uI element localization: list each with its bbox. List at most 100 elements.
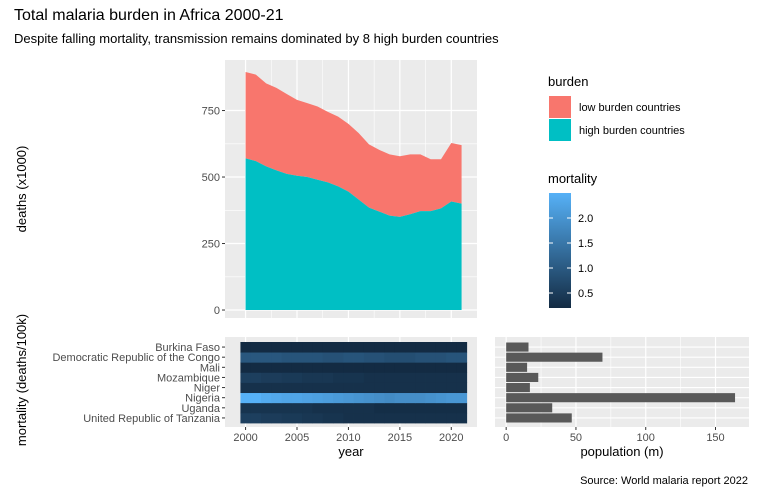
legend-title-burden: burden (548, 74, 588, 89)
heatmap-cell (271, 352, 282, 363)
heatmap-cell (363, 382, 375, 394)
bar-x-tick-label: 50 (570, 432, 582, 444)
heatmap-cell (405, 342, 416, 353)
heatmap-cell (456, 342, 468, 353)
heatmap-cell (374, 352, 385, 363)
heatmap-cell (261, 412, 272, 424)
heatmap-cell (435, 352, 447, 363)
heatmap-cell (302, 342, 313, 353)
heatmap-x-ticks: 2000 2005 2010 2015 2020 (233, 427, 464, 444)
heatmap-x-tick-label: 2015 (388, 432, 412, 444)
heatmap-cell (312, 342, 324, 353)
heatmap-y-axis-title: mortality (deaths/100k) (14, 314, 29, 446)
heatmap-cell (240, 342, 252, 353)
heatmap-cell (291, 372, 303, 383)
heatmap-cell (333, 392, 344, 404)
heatmap-cell (456, 392, 468, 404)
colorbar-label: 1.0 (578, 263, 593, 275)
heatmap-cell (446, 402, 457, 414)
bar-marks (506, 342, 736, 423)
heatmap-cell (291, 362, 303, 373)
heatmap-cell (384, 372, 396, 383)
heatmap-cell (384, 382, 396, 394)
heatmap-cell (261, 392, 272, 404)
heatmap-cell (281, 382, 293, 394)
heatmap-cell (302, 372, 313, 383)
heatmap-cell (312, 352, 324, 363)
heatmap-cell (302, 382, 313, 394)
heatmap-cell (281, 402, 293, 414)
heatmap-cell (261, 362, 272, 373)
bar-x-tick-label: 100 (637, 432, 655, 444)
heatmap-cell (374, 362, 385, 373)
heatmap-cell (322, 362, 334, 373)
heatmap-cell (302, 402, 313, 414)
colorbar-ticks: 0.5 1.0 1.5 2.0 (549, 213, 593, 300)
heatmap-cell (261, 402, 272, 414)
heatmap-x-tick-label: 2005 (285, 432, 309, 444)
area-y-ticks: 0 250 500 750 (202, 106, 225, 317)
legend-burden: low burden countries high burden countrie… (549, 96, 685, 141)
heatmap-cell (250, 372, 262, 383)
heatmap-cell (291, 412, 303, 424)
heatmap-cell (363, 402, 375, 414)
area-y-tick-label: 250 (202, 239, 220, 251)
heatmap-cell (435, 392, 447, 404)
colorbar-label: 0.5 (578, 288, 593, 300)
heatmap-cells (240, 342, 468, 424)
heatmap-cell (302, 392, 313, 404)
legend-title-mortality: mortality (548, 171, 598, 186)
heatmap-cell (333, 382, 344, 394)
heatmap-cell (312, 372, 324, 383)
heatmap-cell (261, 342, 272, 353)
area-y-tick-label: 500 (202, 172, 220, 184)
area-series-high-burden (245, 158, 462, 311)
heatmap-cell (322, 402, 334, 414)
heatmap-cell (333, 352, 344, 363)
heatmap-cell (425, 392, 437, 404)
heatmap-y-tick-label: United Republic of Tanzania (83, 413, 221, 425)
heatmap-cell (456, 362, 468, 373)
heatmap-cell (271, 392, 282, 404)
heatmap-cell (415, 362, 426, 373)
heatmap-cell (353, 342, 365, 353)
heatmap-y-tick-label: Uganda (181, 403, 220, 415)
heatmap-cell (343, 412, 354, 424)
heatmap-cell (415, 342, 426, 353)
heatmap-cell (425, 362, 437, 373)
heatmap-cell (281, 412, 293, 424)
heatmap-cell (394, 342, 406, 353)
area-marks (245, 71, 462, 311)
heatmap-cell (384, 392, 396, 404)
heatmap-cell (322, 392, 334, 404)
heatmap-cell (353, 402, 365, 414)
mortality-colorbar (549, 193, 571, 308)
population-bar (506, 403, 553, 413)
heatmap-cell (261, 372, 272, 383)
heatmap-cell (425, 372, 437, 383)
source-caption: Source: World malaria report 2022 (580, 475, 748, 487)
heatmap-cell (374, 382, 385, 394)
heatmap-cell (322, 412, 334, 424)
heatmap-cell (394, 382, 406, 394)
heatmap-y-ticks: United Republic of TanzaniaUgandaNigeria… (52, 342, 225, 425)
colorbar-label: 2.0 (578, 213, 593, 225)
heatmap-cell (312, 402, 324, 414)
heatmap-cell (291, 352, 303, 363)
heatmap-cell (250, 352, 262, 363)
heatmap-cell (353, 412, 365, 424)
heatmap-x-tick-label: 2000 (233, 432, 257, 444)
heatmap-cell (415, 402, 426, 414)
legend-label: high burden countries (579, 125, 685, 137)
heatmap-y-tick-label: Mali (200, 362, 220, 374)
heatmap-cell (333, 412, 344, 424)
heatmap-cell (271, 362, 282, 373)
heatmap-cell (271, 342, 282, 353)
heatmap-cell (291, 342, 303, 353)
heatmap-cell (343, 342, 354, 353)
heatmap-cell (456, 402, 468, 414)
heatmap-cell (302, 412, 313, 424)
heatmap-cell (240, 402, 252, 414)
bar-x-tick-label: 150 (706, 432, 724, 444)
heatmap-cell (322, 342, 334, 353)
